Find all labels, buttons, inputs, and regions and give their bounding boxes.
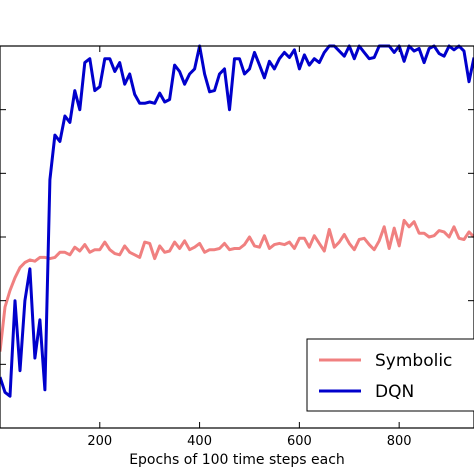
x-tick-label: 200 <box>87 434 112 449</box>
x-tick-label: 600 <box>287 434 312 449</box>
series-layer <box>0 44 474 398</box>
legend: Symbolic DQN <box>306 338 474 412</box>
legend-label-symbolic: Symbolic <box>375 351 452 371</box>
plot-frame <box>0 45 474 429</box>
ticks-layer: 200 400 600 800 <box>0 45 474 449</box>
series-line-symbolic <box>0 218 474 352</box>
series-line-dqn <box>0 44 474 398</box>
x-axis-label: Epochs of 100 time steps each <box>129 452 345 468</box>
legend-label-dqn: DQN <box>375 382 414 402</box>
x-tick-label: 400 <box>187 434 212 449</box>
x-tick-label: 800 <box>387 434 412 449</box>
legend-box <box>306 338 474 412</box>
